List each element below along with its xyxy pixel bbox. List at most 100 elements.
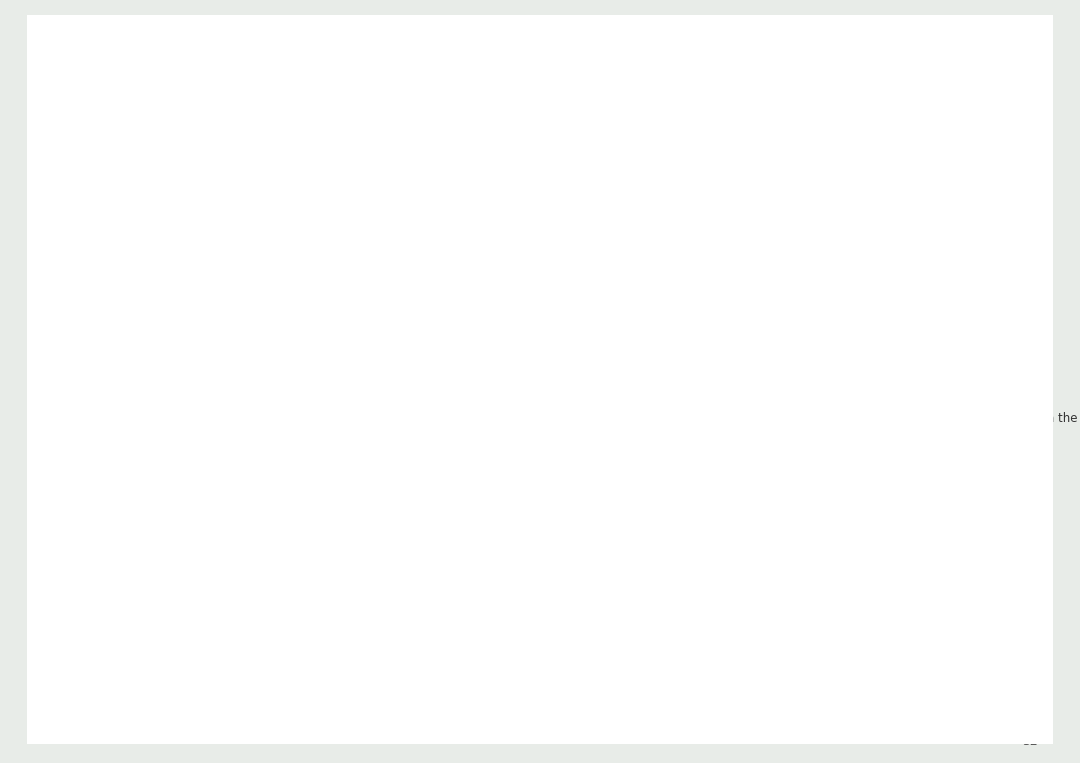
- Text: DisplayPort: DisplayPort: [676, 449, 744, 462]
- FancyBboxPatch shape: [54, 469, 108, 487]
- Text: port on the back of the product and the: port on the back of the product and the: [166, 375, 408, 388]
- Circle shape: [248, 448, 252, 450]
- Bar: [163, 455, 167, 458]
- Text: power switch on the PC.: power switch on the PC.: [78, 430, 220, 443]
- Text: PC/AV Mode: PC/AV Mode: [797, 492, 867, 505]
- Text: ] to change the input source to: ] to change the input source to: [597, 449, 785, 462]
- Text: power switch on the PC.: power switch on the PC.: [578, 430, 720, 443]
- Bar: [396, 461, 401, 464]
- FancyBboxPatch shape: [283, 419, 346, 487]
- Circle shape: [305, 456, 308, 459]
- Text: port on: port on: [768, 375, 814, 388]
- Bar: [141, 449, 147, 452]
- Bar: [424, 461, 429, 464]
- Circle shape: [305, 448, 308, 450]
- Text: .: .: [704, 449, 707, 462]
- FancyBboxPatch shape: [725, 449, 751, 461]
- Circle shape: [369, 452, 375, 458]
- Circle shape: [233, 450, 240, 456]
- Text: to: to: [863, 492, 882, 505]
- Circle shape: [129, 452, 135, 458]
- Text: 2.: 2.: [555, 412, 568, 425]
- FancyBboxPatch shape: [765, 431, 815, 479]
- Bar: [630, 552, 640, 577]
- Text: port on the back of the product and the: port on the back of the product and the: [661, 375, 903, 388]
- Bar: [768, 450, 773, 460]
- Bar: [756, 450, 761, 460]
- Bar: [596, 436, 674, 536]
- Text: NOTE: NOTE: [65, 473, 97, 483]
- Bar: [141, 455, 147, 458]
- Bar: [149, 449, 153, 452]
- Circle shape: [441, 452, 447, 458]
- Bar: [403, 449, 407, 452]
- FancyBboxPatch shape: [114, 571, 171, 591]
- Text: DVI OUT: DVI OUT: [392, 422, 423, 431]
- Circle shape: [870, 503, 878, 510]
- Bar: [607, 577, 662, 585]
- Bar: [191, 449, 195, 452]
- Bar: [170, 461, 175, 464]
- Circle shape: [328, 456, 332, 459]
- Bar: [149, 455, 153, 458]
- Circle shape: [272, 456, 275, 459]
- Text: DP IN: DP IN: [647, 375, 684, 388]
- Bar: [417, 461, 421, 464]
- Circle shape: [272, 448, 275, 450]
- Bar: [382, 455, 387, 458]
- FancyBboxPatch shape: [635, 444, 685, 470]
- Bar: [156, 461, 161, 464]
- Bar: [389, 455, 393, 458]
- Bar: [382, 461, 387, 464]
- FancyBboxPatch shape: [818, 417, 906, 493]
- Bar: [879, 511, 885, 523]
- Bar: [114, 542, 175, 552]
- Text: NOTE: NOTE: [565, 473, 597, 483]
- Text: .: .: [248, 449, 252, 462]
- Text: PC: PC: [885, 492, 901, 505]
- Text: DP: DP: [761, 375, 780, 388]
- Text: 3.: 3.: [55, 449, 68, 462]
- Text: menu. Next, set: menu. Next, set: [194, 492, 296, 505]
- Circle shape: [241, 456, 243, 459]
- Circle shape: [201, 452, 207, 458]
- Bar: [396, 455, 401, 458]
- Bar: [403, 455, 407, 458]
- FancyBboxPatch shape: [616, 417, 704, 493]
- Text: DVI IN: DVI IN: [157, 422, 179, 431]
- Bar: [417, 455, 421, 458]
- Text: ───: ───: [600, 442, 610, 447]
- Bar: [381, 514, 387, 526]
- Circle shape: [276, 450, 283, 456]
- Circle shape: [197, 452, 202, 458]
- Text: ───: ───: [105, 434, 114, 439]
- Text: Press the [: Press the [: [78, 449, 140, 462]
- FancyBboxPatch shape: [589, 429, 681, 543]
- Text: DVI: DVI: [241, 449, 261, 462]
- Text: Connecting and Using a Source Device: Connecting and Using a Source Device: [55, 58, 245, 68]
- Bar: [118, 577, 173, 585]
- Text: 3.: 3.: [555, 449, 568, 462]
- Bar: [431, 449, 435, 452]
- Text: • Open the: • Open the: [555, 492, 624, 505]
- Text: DP OUT: DP OUT: [848, 424, 877, 433]
- Circle shape: [265, 448, 268, 450]
- Bar: [239, 438, 278, 468]
- Text: 32: 32: [1022, 735, 1038, 748]
- Bar: [605, 542, 665, 552]
- FancyBboxPatch shape: [227, 419, 289, 487]
- FancyBboxPatch shape: [121, 415, 215, 491]
- Text: the PC.: the PC.: [578, 393, 620, 406]
- Bar: [716, 450, 721, 460]
- Bar: [170, 449, 175, 452]
- Text: port on: port on: [275, 375, 322, 388]
- Text: Connect the DC power adapter to the product and a power socket. Next, turn on th: Connect the DC power adapter to the prod…: [578, 412, 1078, 425]
- Text: Connect the DC power adapter to the product and a power socket. Next, turn on th: Connect the DC power adapter to the prod…: [78, 412, 578, 425]
- Text: 1.: 1.: [55, 375, 68, 388]
- Bar: [184, 449, 189, 452]
- Bar: [382, 449, 387, 452]
- Text: menu. Next, set: menu. Next, set: [694, 492, 796, 505]
- Bar: [431, 461, 435, 464]
- Text: • Open the: • Open the: [55, 492, 124, 505]
- Bar: [417, 449, 421, 452]
